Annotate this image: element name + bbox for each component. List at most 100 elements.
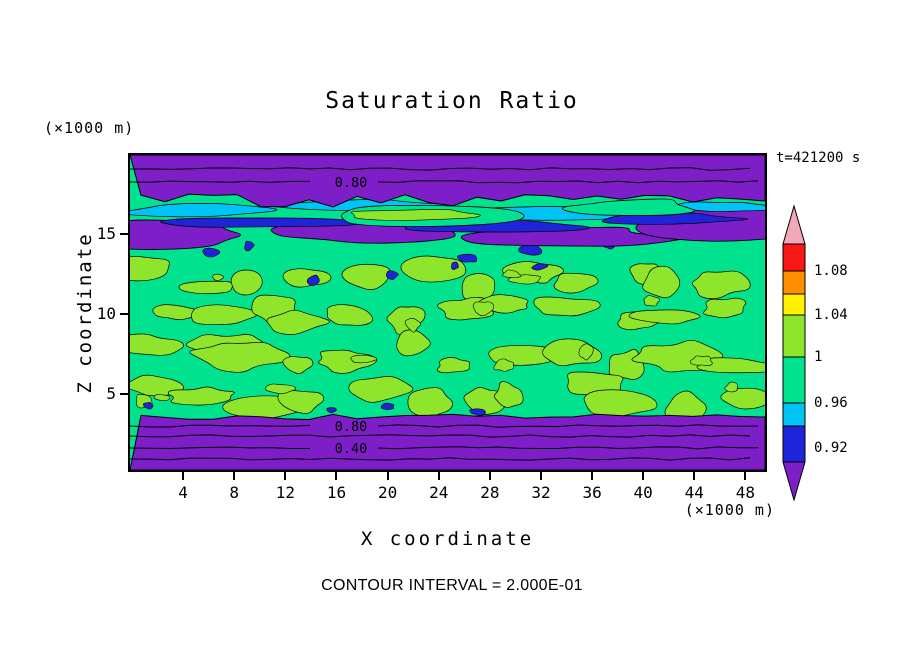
x-tick-label: 28 [480,483,500,502]
x-tick-label: 20 [377,483,398,502]
colorbar-band-yellow [782,293,806,316]
x-tick-label: 4 [178,483,188,502]
x-tick-mark [693,472,696,480]
contour-speck-blue [326,407,337,414]
contour-tongue-core [350,209,481,221]
colorbar-band-yellow_green [782,314,806,358]
contour-blob-yellow-green [326,304,374,326]
colorbar-band-red [782,243,806,272]
contour-blob-yellow-green [404,318,422,333]
x-tick-label: 24 [429,483,449,502]
contour-blob-yellow-green [230,269,263,296]
colorbar-arrow-top [782,204,806,245]
contour-blob-yellow-green [553,272,599,294]
x-tick-label: 32 [531,483,551,502]
plot-area: 0.80 0.80 0.40 [128,153,767,472]
x-tick-mark [233,472,236,480]
colorbar-tick-label: 1.08 [814,263,848,279]
y-tick-label: 15 [96,224,116,243]
x-tick-mark [744,472,747,480]
contour-speck-blue [531,263,549,271]
x-tick-label: 36 [582,483,602,502]
contour-interval-note: CONTOUR INTERVAL = 2.000E-01 [321,577,583,594]
contour-speck-blue [385,270,399,280]
contour-blob-yellow-green [696,357,765,374]
y-tick-label: 5 [106,384,116,403]
contour-line-label: 0.40 [335,441,368,457]
contour-blob-yellow-green [436,357,471,374]
contour-blob-yellow-green [350,354,378,364]
line-contour [130,167,751,171]
contour-blob-yellow-green [493,358,515,372]
x-tick-mark [182,472,185,480]
colorbar-band-blue [782,425,806,463]
contour-blob-yellow-green [407,387,453,418]
contour-blob-yellow-green [341,263,391,290]
contour-blob-yellow-green [583,389,658,417]
contour-blob-yellow-green [642,265,681,299]
contour-field: 0.80 0.80 0.40 [130,155,765,470]
contour-blob-yellow-green [628,309,701,325]
x-tick-label: 8 [229,483,240,502]
line-contour [130,457,751,461]
contour-blob-yellow-green [130,333,184,356]
y-tick-mark [120,393,128,395]
contour-blob-yellow-green [153,393,171,401]
contour-blob-yellow-green [691,270,751,300]
x-tick-label: 40 [633,483,653,502]
line-contour [130,180,759,184]
x-tick-label: 48 [735,483,756,502]
x-tick-label: 44 [684,483,704,502]
contour-blob-yellow-green [167,386,235,406]
chart-title: Saturation Ratio [325,88,579,114]
contour-blob-yellow-green [494,381,524,408]
contour-blob-yellow-green [472,301,495,317]
contour-blob-yellow-green [277,389,324,414]
y-tick-mark [120,313,128,315]
x-tick-mark [591,472,594,480]
contour-blob-yellow-green [533,296,601,317]
colorbar-band-spring_green [782,356,806,404]
line-contour [130,434,751,438]
contour-streak-blue [160,217,360,228]
x-tick-mark [437,472,440,480]
contour-speck-blue [143,402,154,410]
colorbar-tick-label: 1.04 [814,307,848,323]
contour-blob-yellow-green [724,381,738,393]
time-label: t=421200 s [776,150,861,166]
line-contour [130,446,759,450]
contour-blob-yellow-green [578,343,594,361]
contour-blob-yellow-green [178,280,233,295]
contour-speck-blue [469,408,486,416]
colorbar [782,204,806,502]
y-tick-mark [120,233,128,235]
contour-blob-yellow-green [212,273,224,282]
contour-blob-yellow-green [703,297,747,319]
contour-blob-yellow-green [282,268,332,288]
contour-speck-blue [306,274,320,286]
contour-blob-yellow-green [400,255,467,283]
contour-blob-yellow-green [689,355,713,366]
y-tick-label: 10 [96,304,116,323]
contour-blob-yellow-green [266,309,330,335]
contour-blob-yellow-green [189,341,291,373]
colorbar-tick-label: 1 [814,349,823,365]
colorbar-band-orange [782,270,806,295]
x-tick-label: 16 [326,483,347,502]
x-axis-unit: (×1000 m) [684,501,775,519]
contour-blob-yellow-green [461,273,495,302]
bottom-purple-band [130,413,765,470]
contour-speck-blue [202,247,221,258]
contour-blob-yellow-green [282,356,314,374]
x-tick-mark [386,472,389,480]
contour-blob-yellow-green [643,295,661,307]
colorbar-tick-label: 0.92 [814,440,848,456]
x-tick-mark [642,472,645,480]
contour-line-label: 0.80 [335,419,368,435]
contour-blob-yellow-green [130,255,170,282]
contour-speck-blue [457,253,478,263]
x-axis-title: X coordinate [360,528,535,550]
contour-speck-blue [380,402,395,411]
colorbar-tick-label: 0.96 [814,395,848,411]
